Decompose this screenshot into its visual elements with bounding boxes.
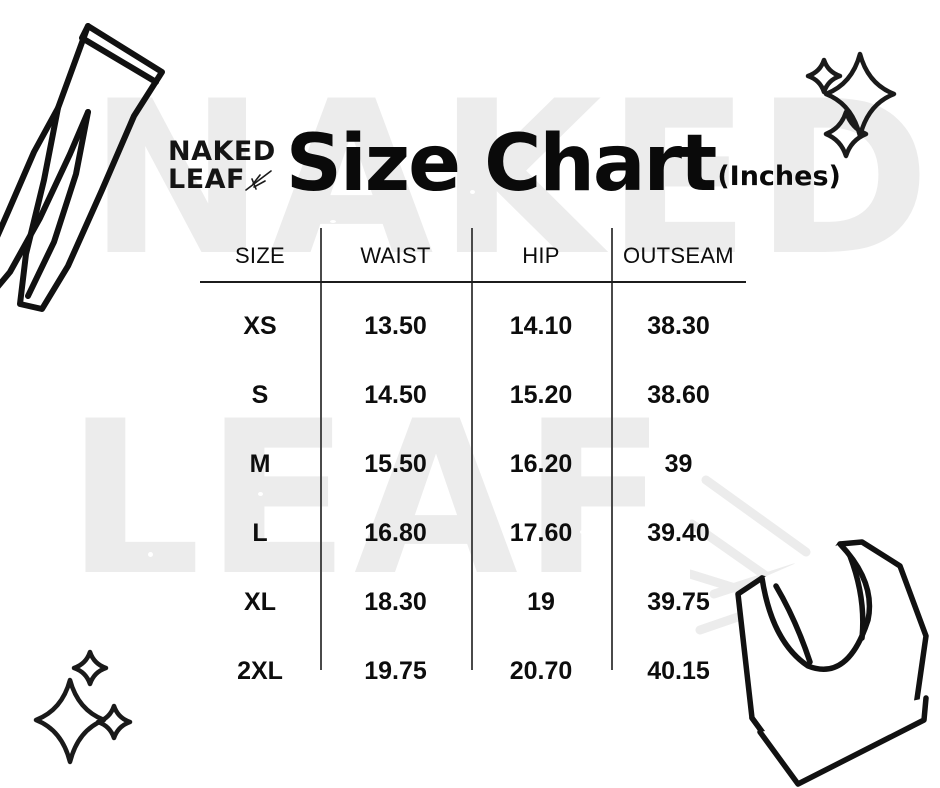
size-table: SIZE WAIST HIP OUTSEAM XS 13.50 14.10 38… [200,228,746,706]
cell-size: M [249,450,271,478]
cell-waist: 14.50 [364,381,427,409]
sparkle-cluster-bottom-left-icon [33,649,133,765]
cell-outseam: 38.30 [647,312,710,340]
column-header-size: SIZE [234,242,286,268]
table-row: XS 13.50 14.10 38.30 [200,283,746,361]
table-row: XL 18.30 19 39.75 [200,568,746,637]
page-title-unit: (Inches) [717,161,841,192]
chart-header: NAKED LEAF Size Chart (Inches) [168,112,841,209]
cell-size: XS [243,312,277,340]
cell-outseam: 38.60 [647,381,710,409]
table-row: 2XL 19.75 20.70 40.15 [200,637,746,706]
column-header-hip: HIP [522,242,560,268]
cell-size: L [252,519,268,547]
column-divider-3 [611,228,613,670]
cell-waist: 19.75 [364,657,427,685]
cell-waist: 18.30 [364,588,427,616]
cell-outseam: 39 [664,450,693,478]
cell-size: S [251,381,269,409]
cell-outseam: 39.75 [647,588,710,616]
leggings-illustration [0,23,165,312]
cell-outseam: 39.40 [647,519,710,547]
table-header-row: SIZE WAIST HIP OUTSEAM [200,228,746,283]
leaf-branch-icon [245,170,272,191]
table-row: S 14.50 15.20 38.60 [200,361,746,430]
brand-line-1: NAKED [168,136,276,167]
page-title: Size Chart [285,119,718,209]
cell-hip: 15.20 [509,381,573,409]
sports-bra-illustration [690,475,929,787]
cell-waist: 15.50 [364,450,427,478]
cell-waist: 13.50 [364,312,427,340]
table-row: L 16.80 17.60 39.40 [200,499,746,568]
cell-hip: 19 [527,588,555,616]
cell-waist: 16.80 [364,519,427,547]
column-divider-1 [320,228,322,670]
column-divider-2 [471,228,473,670]
cell-hip: 17.60 [509,519,573,547]
cell-hip: 14.10 [509,312,573,340]
cell-hip: 20.70 [509,657,573,685]
cell-size: XL [244,588,276,616]
table-row: M 15.50 16.20 39 [200,430,746,499]
cell-outseam: 40.15 [647,657,710,685]
column-header-waist: WAIST [360,242,431,268]
sparkle-cluster-top-right-icon [805,51,897,159]
brand-line-2: LEAF [168,164,245,195]
column-header-outseam: OUTSEAM [623,242,734,268]
header-rule [200,281,746,283]
size-table-container: SIZE WAIST HIP OUTSEAM XS 13.50 14.10 38… [200,228,746,685]
cell-size: 2XL [237,657,283,685]
brand-logo: NAKED LEAF [168,138,276,194]
cell-hip: 16.20 [509,450,573,478]
